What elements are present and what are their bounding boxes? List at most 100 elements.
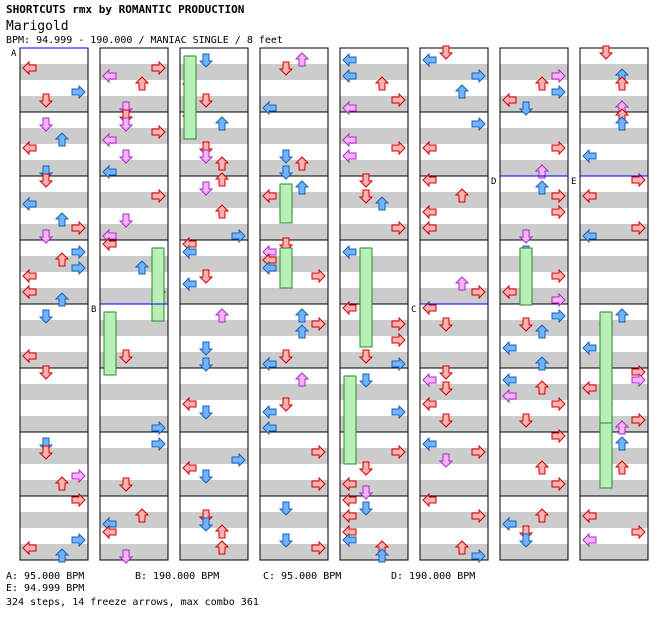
beat-band bbox=[180, 128, 248, 144]
step-arrow-right-icon bbox=[391, 316, 406, 332]
step-arrow-right-icon bbox=[311, 444, 326, 460]
beat-band bbox=[420, 64, 488, 80]
step-arrow-up-icon bbox=[374, 196, 390, 211]
freeze-arrow bbox=[519, 247, 533, 306]
beat-band bbox=[580, 512, 648, 528]
beat-band bbox=[340, 128, 408, 144]
step-arrow-down-icon bbox=[38, 365, 54, 380]
step-arrow-up-icon bbox=[54, 212, 70, 227]
beat-band bbox=[100, 224, 168, 240]
step-arrow-up-icon bbox=[454, 540, 470, 555]
beat-band bbox=[260, 416, 328, 432]
beat-band bbox=[420, 384, 488, 400]
beat-band bbox=[20, 224, 88, 240]
beat-band bbox=[180, 480, 248, 496]
legend-c: C: 95.000 BPM bbox=[263, 571, 342, 582]
step-arrow-down-icon bbox=[518, 413, 534, 428]
beat-band bbox=[340, 192, 408, 208]
beat-band bbox=[580, 480, 648, 496]
step-arrow-left-icon bbox=[582, 380, 597, 396]
beat-band bbox=[100, 352, 168, 368]
beat-band bbox=[260, 256, 328, 272]
freeze-arrow bbox=[599, 311, 613, 424]
beat-band bbox=[500, 384, 568, 400]
beat-band bbox=[260, 320, 328, 336]
step-arrow-up-icon bbox=[454, 276, 470, 291]
section-marker: E bbox=[571, 177, 576, 187]
step-arrow-left-icon bbox=[22, 60, 37, 76]
step-arrow-down-icon bbox=[278, 149, 294, 164]
step-arrow-right-icon bbox=[391, 332, 406, 348]
step-arrow-down-icon bbox=[198, 405, 214, 420]
step-arrow-left-icon bbox=[502, 372, 517, 388]
step-arrow-right-icon bbox=[71, 260, 86, 276]
legend-e: E: 94.999 BPM bbox=[6, 583, 85, 594]
step-arrow-left-icon bbox=[422, 220, 437, 236]
step-arrow-up-icon bbox=[54, 132, 70, 147]
step-arrow-left-icon bbox=[342, 132, 357, 148]
beat-band bbox=[420, 224, 488, 240]
beat-band bbox=[180, 64, 248, 80]
beat-band bbox=[20, 512, 88, 528]
step-arrow-right-icon bbox=[151, 188, 166, 204]
beat-band bbox=[500, 544, 568, 560]
step-arrow-right-icon bbox=[471, 116, 486, 132]
beat-band bbox=[340, 448, 408, 464]
step-arrow-left-icon bbox=[182, 276, 197, 292]
step-arrow-right-icon bbox=[551, 396, 566, 412]
beat-band bbox=[500, 480, 568, 496]
step-arrow-right-icon bbox=[391, 140, 406, 156]
step-arrow-down-icon bbox=[358, 501, 374, 516]
step-arrow-down-icon bbox=[278, 61, 294, 76]
step-arrow-down-icon bbox=[358, 173, 374, 188]
step-arrow-left-icon bbox=[102, 236, 117, 252]
step-arrow-down-icon bbox=[198, 469, 214, 484]
step-arrow-left-icon bbox=[182, 460, 197, 476]
step-arrow-right-icon bbox=[551, 308, 566, 324]
step-arrow-up-icon bbox=[294, 156, 310, 171]
beat-band bbox=[260, 192, 328, 208]
step-arrow-right-icon bbox=[231, 452, 246, 468]
step-arrow-up-icon bbox=[54, 252, 70, 267]
beat-band bbox=[500, 160, 568, 176]
beat-band bbox=[420, 160, 488, 176]
beat-band bbox=[340, 256, 408, 272]
beat-band bbox=[100, 96, 168, 112]
step-arrow-left-icon bbox=[502, 284, 517, 300]
freeze-arrow bbox=[279, 183, 293, 224]
beat-band bbox=[100, 288, 168, 304]
step-arrow-up-icon bbox=[534, 460, 550, 475]
step-arrow-right-icon bbox=[391, 404, 406, 420]
step-arrow-left-icon bbox=[342, 148, 357, 164]
beat-band bbox=[500, 128, 568, 144]
step-arrow-down-icon bbox=[198, 181, 214, 196]
step-arrow-down-icon bbox=[38, 445, 54, 460]
beat-band bbox=[580, 96, 648, 112]
beat-band bbox=[180, 224, 248, 240]
step-arrow-down-icon bbox=[118, 549, 134, 564]
step-arrow-right-icon bbox=[231, 228, 246, 244]
step-arrow-left-icon bbox=[422, 140, 437, 156]
step-arrow-left-icon bbox=[262, 356, 277, 372]
step-arrow-up-icon bbox=[534, 76, 550, 91]
step-arrow-down-icon bbox=[118, 117, 134, 132]
beat-band bbox=[580, 320, 648, 336]
step-summary: 324 steps, 14 freeze arrows, max combo 3… bbox=[6, 597, 259, 608]
beat-band bbox=[20, 416, 88, 432]
step-arrow-left-icon bbox=[582, 532, 597, 548]
beat-band bbox=[180, 256, 248, 272]
beat-band bbox=[580, 352, 648, 368]
beat-band bbox=[260, 64, 328, 80]
step-arrow-left-icon bbox=[342, 52, 357, 68]
step-arrow-up-icon bbox=[54, 292, 70, 307]
step-arrow-right-icon bbox=[631, 412, 646, 428]
step-arrow-down-icon bbox=[598, 45, 614, 60]
step-arrow-right-icon bbox=[551, 188, 566, 204]
beat-band bbox=[500, 192, 568, 208]
beat-band bbox=[180, 512, 248, 528]
step-arrow-right-icon bbox=[151, 420, 166, 436]
beat-band bbox=[580, 416, 648, 432]
step-arrow-left-icon bbox=[342, 492, 357, 508]
step-arrow-down-icon bbox=[358, 189, 374, 204]
beat-band bbox=[420, 512, 488, 528]
